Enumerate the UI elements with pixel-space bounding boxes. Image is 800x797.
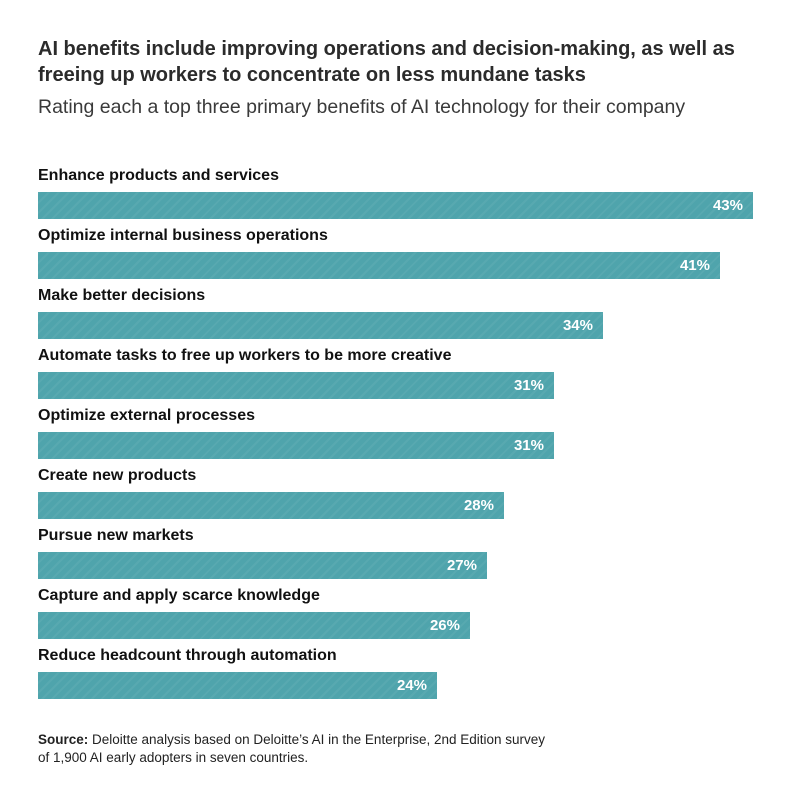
bar-row: Capture and apply scarce knowledge 26% <box>38 583 778 643</box>
category-label: Optimize internal business operations <box>38 227 328 244</box>
bar-row: Optimize internal business operations 41% <box>38 223 778 283</box>
bar: 31% <box>38 372 554 399</box>
bar-row: Create new products 28% <box>38 463 778 523</box>
bar-row: Pursue new markets 27% <box>38 523 778 583</box>
bar-value-label: 24% <box>396 677 427 694</box>
bar-value-label: 26% <box>429 617 460 634</box>
category-label: Create new products <box>38 467 197 484</box>
category-label: Automate tasks to free up workers to be … <box>38 347 452 364</box>
bar-row: Optimize external processes 31% <box>38 403 778 463</box>
bar: 28% <box>38 492 504 519</box>
category-label: Optimize external processes <box>38 407 255 424</box>
bar: 24% <box>38 672 437 699</box>
bar-row: Automate tasks to free up workers to be … <box>38 343 778 403</box>
bar: 34% <box>38 312 603 339</box>
source-note: Source: Deloitte analysis based on Deloi… <box>38 731 558 767</box>
bar-value-label: 34% <box>562 317 593 334</box>
bar-value-label: 43% <box>712 197 743 214</box>
source-label: Source: <box>38 732 89 747</box>
category-label: Enhance products and services <box>38 167 279 184</box>
bar-row: Reduce headcount through automation 24% <box>38 643 778 703</box>
bar: 27% <box>38 552 487 579</box>
bar-value-label: 31% <box>513 377 544 394</box>
bar-row: Enhance products and services 43% <box>38 163 778 223</box>
bar-value-label: 27% <box>446 557 477 574</box>
source-text: Deloitte analysis based on Deloitte’s AI… <box>38 732 546 765</box>
chart-title: AI benefits include improving operations… <box>38 38 735 86</box>
bar-value-label: 31% <box>513 437 544 454</box>
bar: 26% <box>38 612 470 639</box>
category-label: Pursue new markets <box>38 527 194 544</box>
bar: 43% <box>38 192 753 219</box>
bar-chart: Enhance products and services 43% Optimize… <box>38 163 778 703</box>
category-label: Reduce headcount through automation <box>38 647 337 664</box>
bar-value-label: 28% <box>463 497 494 514</box>
chart-subtitle: Rating each a top three primary benefits… <box>38 96 686 118</box>
bar-value-label: 41% <box>679 257 710 274</box>
category-label: Make better decisions <box>38 287 206 304</box>
bar: 31% <box>38 432 554 459</box>
bar: 41% <box>38 252 720 279</box>
category-label: Capture and apply scarce knowledge <box>38 587 320 604</box>
bar-row: Make better decisions 34% <box>38 283 778 343</box>
